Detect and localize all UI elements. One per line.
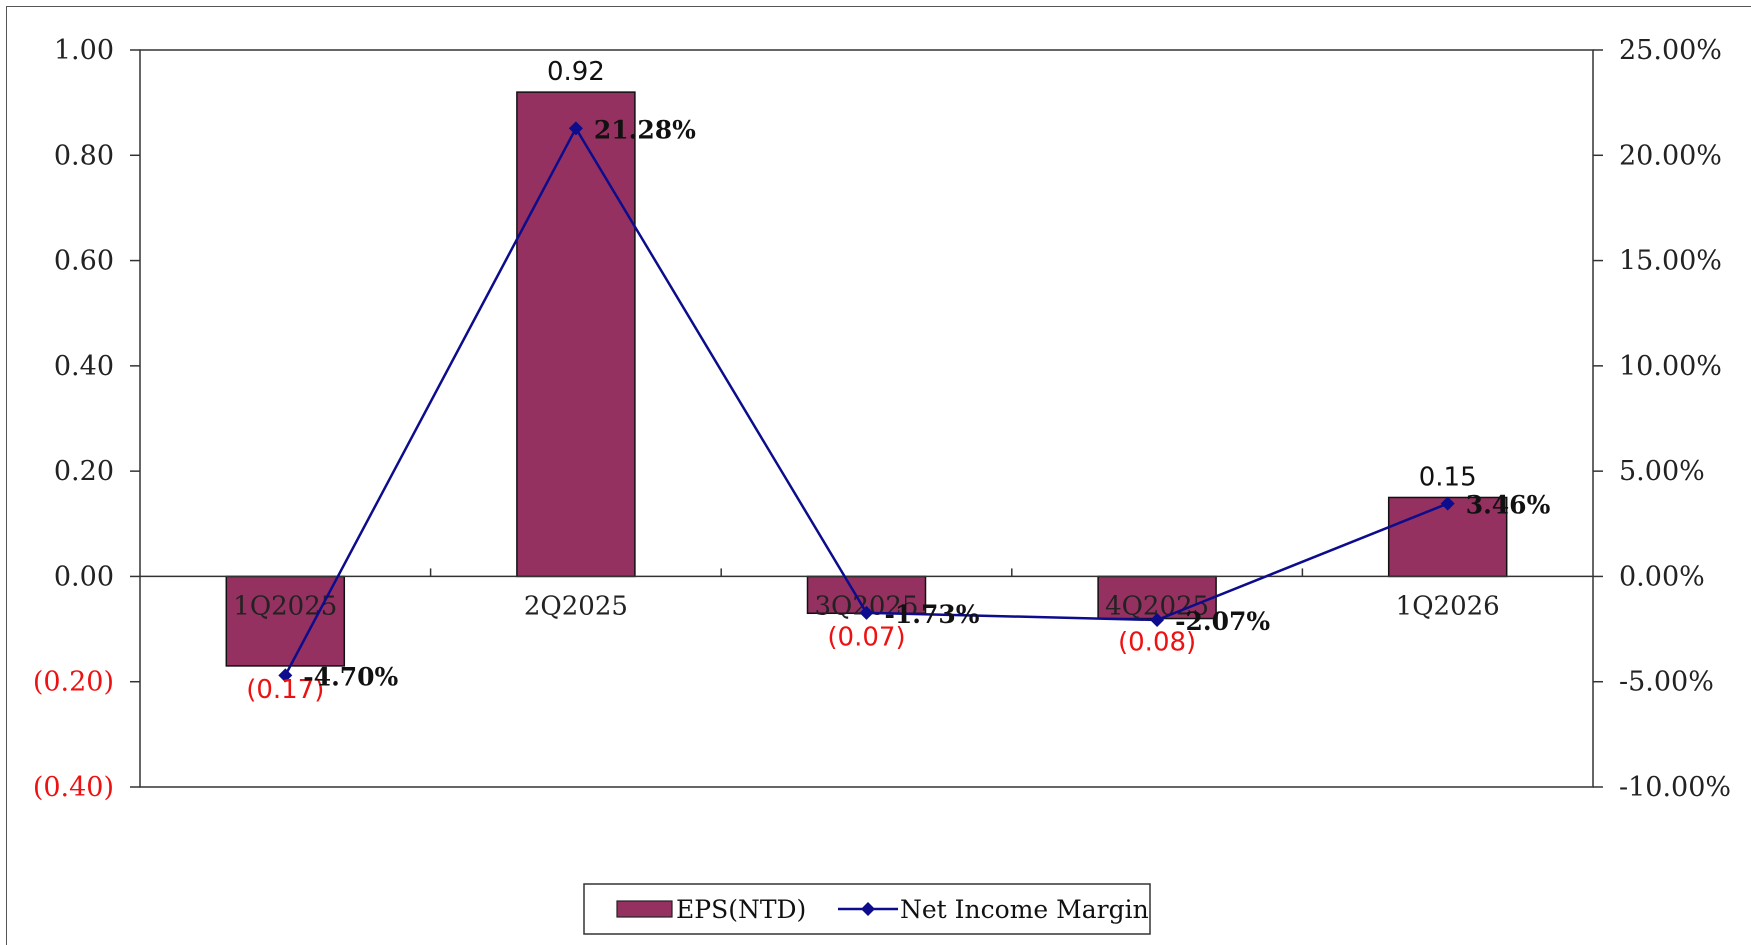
legend-margin-marker [861,902,875,916]
legend-eps-label: EPS(NTD) [676,895,806,924]
left-tick-label: 0.00 [54,561,114,592]
margin-value-label: 3.46% [1466,491,1551,520]
right-tick-label: 25.00% [1619,35,1722,66]
eps-value-label: (0.07) [827,622,905,652]
legend-margin-label: Net Income Margin [900,895,1149,924]
right-tick-label: 10.00% [1619,351,1722,382]
eps-bar [1097,575,1217,620]
right-tick-label: 5.00% [1619,456,1705,487]
right-axis-ticks: 25.00% 20.00% 15.00% 10.00% 5.00% 0.00% -5.00%… [1593,35,1731,803]
eps-value-label: (0.08) [1118,628,1196,658]
margin-value-label: 21.28% [594,115,696,144]
margin-point-marker [859,605,874,620]
eps-value-label: 0.92 [547,57,605,87]
right-tick-label: 0.00% [1619,561,1705,592]
legend-eps-swatch [616,900,673,918]
eps-value-label: 0.15 [1419,462,1477,492]
right-tick-label: 15.00% [1619,246,1722,277]
category-label: 1Q2025 [233,591,337,621]
right-tick-label: 20.00% [1619,140,1722,171]
left-tick-label: 0.60 [54,246,114,277]
left-tick-label: 1.00 [54,35,114,66]
left-tick-label: (0.20) [33,667,114,698]
category-label: 2Q2025 [524,591,628,621]
left-tick-label: 0.80 [54,140,114,171]
legend: EPS(NTD) Net Income Margin [583,883,1151,935]
margin-value-label: -4.70% [303,662,398,691]
category-ticks [429,568,1304,577]
eps-bar [516,91,636,578]
eps-bar [225,575,346,667]
left-tick-label: 0.40 [54,351,114,382]
margin-value-label: -1.73% [885,600,980,629]
margin-point-marker [568,121,583,136]
margin-point-marker [1440,496,1455,511]
margin-point-marker [1150,613,1165,628]
margin-point-marker [278,668,293,683]
eps-value-labels: (0.17) 0.92 (0.07) (0.08) 0.15 [246,57,1476,705]
right-tick-label: -5.00% [1619,667,1714,698]
eps-bar [1387,496,1508,578]
eps-value-label: (0.17) [246,675,324,705]
category-labels: 1Q20252Q20253Q20254Q20251Q2026 [233,591,1499,621]
net-income-margin-line [278,121,1455,683]
left-axis-ticks: 1.00 0.80 0.60 0.40 0.20 0.00 (0.20) (0.40) [33,35,140,803]
chart-frame [6,6,1751,945]
eps-bars [225,91,1508,667]
margin-value-label: -2.07% [1175,607,1270,636]
left-tick-label: (0.40) [33,772,114,803]
category-label: 1Q2026 [1396,591,1500,621]
margin-value-labels: -4.70% 21.28% -1.73% -2.07% 3.46% [303,115,1550,691]
right-tick-label: -10.00% [1619,772,1731,803]
plot-area [139,49,1594,788]
left-tick-label: 0.20 [54,456,114,487]
